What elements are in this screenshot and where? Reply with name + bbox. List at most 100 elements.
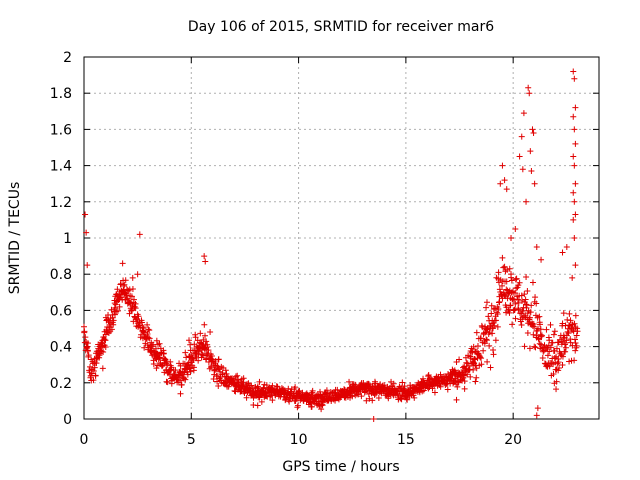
data-point xyxy=(515,299,522,306)
data-point xyxy=(511,297,518,304)
data-point xyxy=(192,334,199,341)
data-point xyxy=(375,395,382,402)
y-tick-label: 1 xyxy=(63,231,72,247)
data-point xyxy=(411,394,418,401)
data-point xyxy=(256,378,263,385)
data-point xyxy=(431,389,438,396)
data-point xyxy=(267,393,274,400)
data-point xyxy=(541,347,548,354)
data-point xyxy=(504,266,511,273)
data-point xyxy=(572,211,579,218)
data-point xyxy=(203,338,210,345)
data-point xyxy=(567,317,574,324)
data-point xyxy=(515,306,522,313)
data-point xyxy=(96,343,103,350)
data-point xyxy=(81,328,88,335)
x-axis-label: GPS time / hours xyxy=(282,459,399,475)
data-point xyxy=(164,361,171,368)
data-point xyxy=(472,378,479,385)
data-point xyxy=(478,361,485,368)
data-point xyxy=(466,366,473,373)
data-point xyxy=(203,350,210,357)
data-point xyxy=(573,332,580,339)
data-point xyxy=(145,334,152,341)
data-point xyxy=(527,309,534,316)
data-point xyxy=(506,309,513,316)
data-point xyxy=(215,383,222,390)
data-point xyxy=(544,352,551,359)
data-point xyxy=(164,379,171,386)
data-point xyxy=(190,357,197,364)
data-point xyxy=(551,328,558,335)
data-point xyxy=(562,340,569,347)
data-point xyxy=(572,180,579,187)
data-point xyxy=(410,392,417,399)
data-point xyxy=(156,354,163,361)
data-point xyxy=(461,378,468,385)
data-point xyxy=(539,355,546,362)
data-point xyxy=(516,279,523,286)
data-point xyxy=(505,306,512,313)
data-point xyxy=(518,292,525,299)
data-point xyxy=(517,318,524,325)
data-point xyxy=(493,317,499,324)
data-point xyxy=(146,335,153,342)
data-point xyxy=(124,295,131,302)
data-series xyxy=(81,68,581,422)
data-point xyxy=(296,387,303,394)
data-point xyxy=(206,365,213,372)
data-point xyxy=(485,313,492,320)
data-point xyxy=(135,313,142,320)
data-point xyxy=(231,387,238,394)
y-tick-label: 1.2 xyxy=(50,195,72,211)
data-point xyxy=(131,303,138,310)
data-point xyxy=(512,315,519,322)
data-point xyxy=(90,367,97,374)
data-point xyxy=(512,300,519,307)
data-point xyxy=(524,288,531,294)
data-point xyxy=(467,373,474,380)
data-point xyxy=(569,274,576,281)
axis-ticks: 00.20.40.60.811.21.41.61.820 5 10 15 20 xyxy=(50,50,599,448)
data-point xyxy=(550,371,557,378)
y-tick-label: 1.8 xyxy=(50,86,72,102)
data-point xyxy=(404,396,411,403)
data-point xyxy=(401,383,408,390)
data-point xyxy=(453,396,460,403)
data-point xyxy=(523,198,530,205)
data-point xyxy=(116,303,123,310)
data-point xyxy=(546,337,553,344)
data-point xyxy=(114,307,121,314)
data-point xyxy=(572,312,579,319)
data-point xyxy=(294,402,301,409)
data-point xyxy=(537,321,544,328)
data-point xyxy=(555,359,562,366)
data-point xyxy=(243,394,250,401)
data-point xyxy=(565,330,572,337)
data-point xyxy=(292,384,299,391)
x-tick-label: 0 xyxy=(80,432,89,448)
data-point xyxy=(444,386,451,393)
data-point xyxy=(537,326,544,333)
data-point xyxy=(571,235,578,241)
data-point xyxy=(508,274,515,281)
data-point xyxy=(100,349,107,356)
data-point xyxy=(119,260,126,267)
data-point xyxy=(570,68,577,75)
data-point xyxy=(85,352,92,359)
data-point xyxy=(479,324,486,331)
data-point xyxy=(508,277,515,284)
data-point xyxy=(473,329,480,336)
data-point xyxy=(550,331,557,338)
data-point xyxy=(201,321,208,328)
data-point xyxy=(477,335,484,342)
data-point xyxy=(111,304,118,311)
data-point xyxy=(531,343,538,350)
data-point xyxy=(508,235,515,241)
x-tick-label: 5 xyxy=(187,432,196,448)
data-point xyxy=(128,300,135,307)
data-point xyxy=(188,351,195,358)
data-point xyxy=(501,177,508,184)
data-point xyxy=(187,341,194,348)
